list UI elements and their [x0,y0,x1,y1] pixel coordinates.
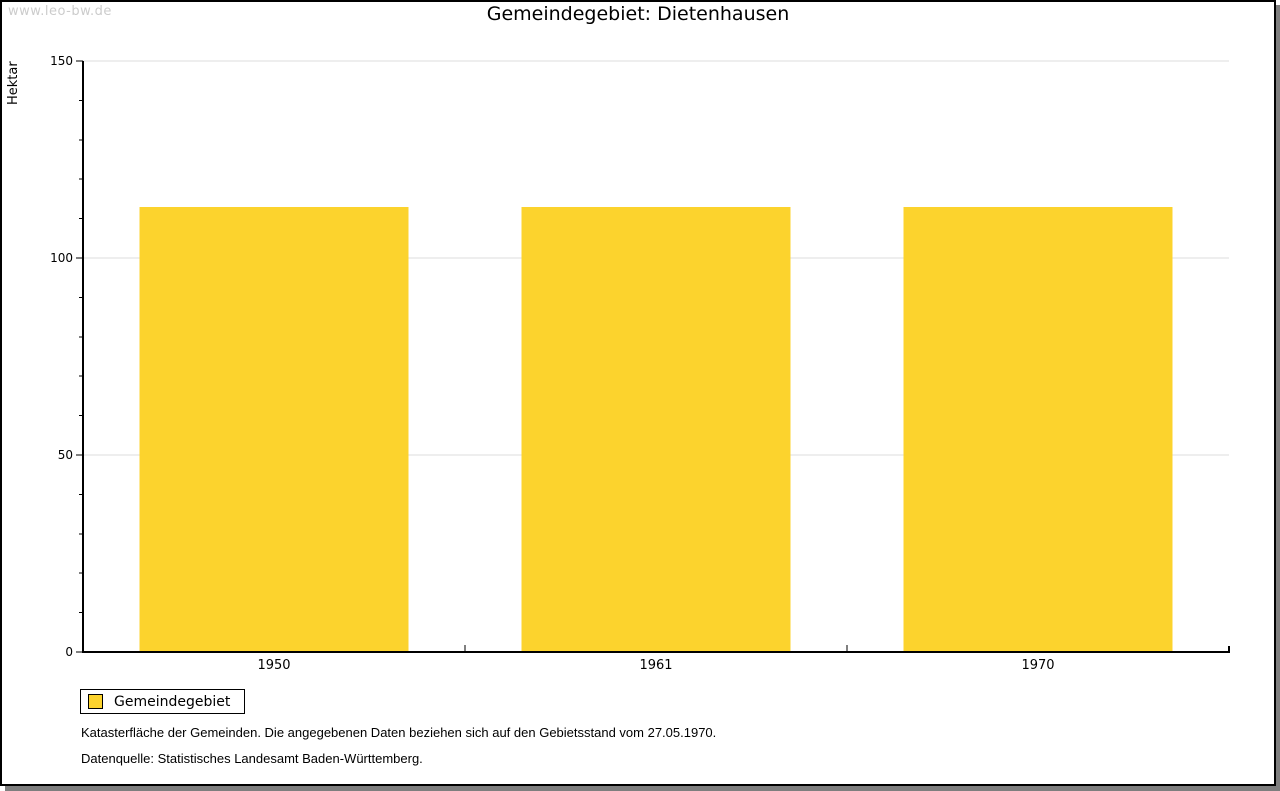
legend-label: Gemeindegebiet [114,693,231,710]
chart-title: Gemeindegebiet: Dietenhausen [486,3,790,25]
legend-swatch-icon [88,694,103,709]
y-tick-label-50: 50 [58,448,73,462]
y-tick-label-150: 150 [50,54,73,68]
legend: Gemeindegebiet [80,689,246,714]
footnote-gebietsstand: Katasterfläche der Gemeinden. Die angege… [81,725,717,740]
x-tick-label-1950: 1950 [257,658,290,673]
bar-1961 [521,206,791,652]
watermark-text: www.leo-bw.de [8,4,112,19]
y-tick-label-100: 100 [50,251,73,265]
x-tick-label-1970: 1970 [1021,658,1054,673]
bar-1970 [903,206,1173,652]
axes [82,61,1230,653]
x-tick-label-1961: 1961 [639,658,672,673]
bar-1950 [139,206,409,652]
footnote-datenquelle: Datenquelle: Statistisches Landesamt Bad… [81,751,423,766]
y-tick-label-0: 0 [65,645,73,659]
